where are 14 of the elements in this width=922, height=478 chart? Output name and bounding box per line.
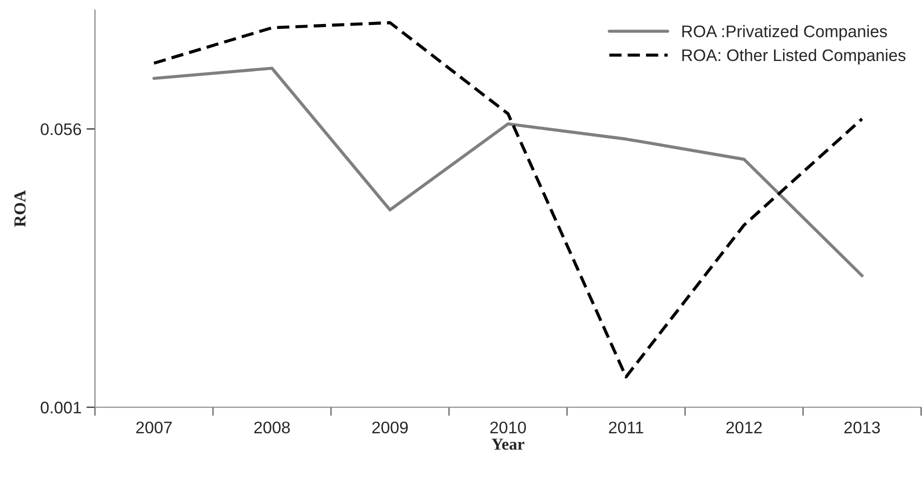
y-tick-label: 0.001 — [40, 402, 81, 414]
x-tick-label: 2010 — [490, 422, 526, 434]
x-axis-title: Year — [492, 438, 524, 450]
legend-label: ROA: Other Listed Companies — [682, 48, 906, 64]
x-tick-label: 2008 — [254, 422, 290, 434]
y-axis-title: ROA — [14, 190, 26, 227]
x-tick-label: 2012 — [726, 422, 762, 434]
y-tick-label: 0.056 — [40, 123, 82, 136]
legend-label: ROA :Privatized Companies — [682, 25, 887, 41]
x-tick-label: 2007 — [136, 422, 172, 434]
line-series — [152, 66, 864, 278]
x-tick-label: 2009 — [372, 422, 408, 434]
x-tick-label: 2013 — [844, 422, 880, 434]
x-tick-label: 2011 — [608, 422, 644, 434]
